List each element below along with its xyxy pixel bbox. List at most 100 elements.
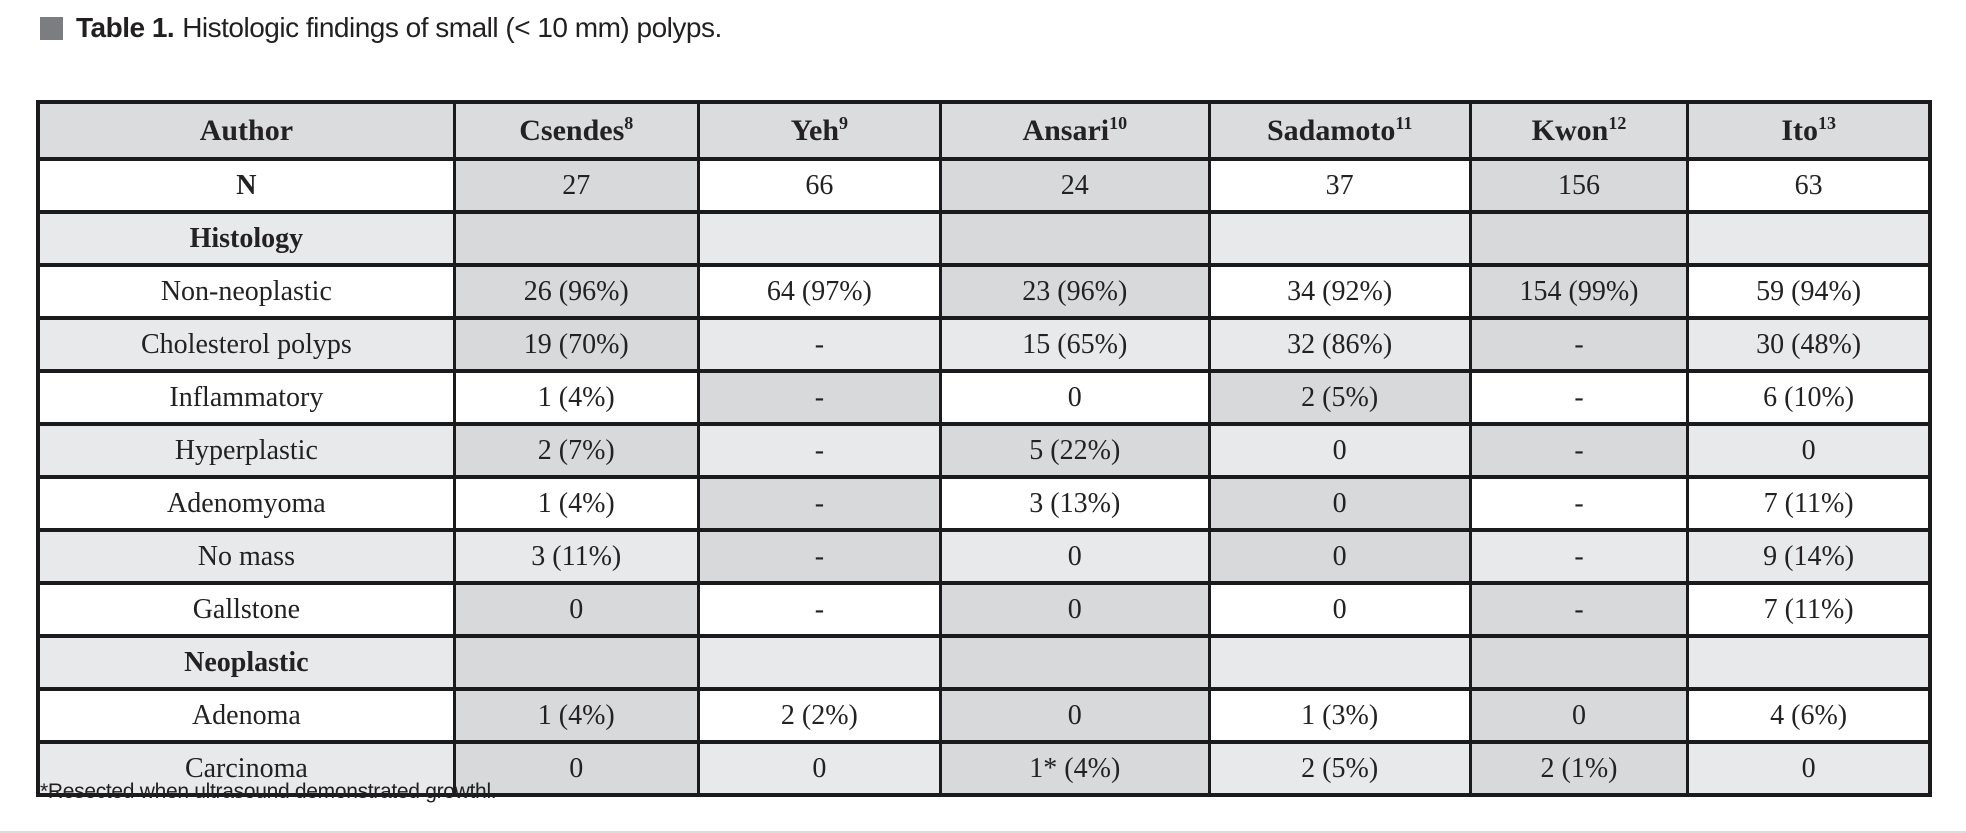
table-cell: 5 (22%) <box>938 422 1211 479</box>
table-cell <box>452 210 700 267</box>
table-cell: - <box>696 369 942 426</box>
table-cell: 4 (6%) <box>1686 687 1932 744</box>
table-cell: 1* (4%) <box>938 740 1211 797</box>
table-row: Hyperplastic 2 (7%) -5 (22%) 0-0 <box>36 422 1932 479</box>
row-label: Gallstone <box>36 581 456 638</box>
table-cell: 1 (3%) <box>1207 687 1472 744</box>
table-title-text: Histologic findings of small (< 10 mm) p… <box>182 12 722 43</box>
table-row: No mass 3 (11%) -0 0-9 (14%) <box>36 528 1932 585</box>
table-cell: 0 <box>938 581 1211 638</box>
table-cell: - <box>696 316 942 373</box>
reference-superscript: 8 <box>624 112 634 133</box>
footnote: *Resected when ultrasound demonstrated g… <box>40 780 497 803</box>
column-header-yeh: Yeh9 <box>696 100 942 161</box>
table-cell: 2 (5%) <box>1207 369 1472 426</box>
table-cell: - <box>696 475 942 532</box>
table-cell: 27 <box>452 157 700 214</box>
table-cell: 32 (86%) <box>1207 316 1472 373</box>
table-cell: 0 <box>1207 581 1472 638</box>
table-cell: 0 <box>696 740 942 797</box>
row-label: Adenomyoma <box>36 475 456 532</box>
table-row: Carcinoma 0 0 1* (4%) 2 (5%) 2 (1%) 0 <box>36 740 1932 797</box>
table-cell: 7 (11%) <box>1686 581 1932 638</box>
table-row: Neoplastic <box>36 634 1932 691</box>
reference-superscript: 9 <box>839 112 849 133</box>
table-cell: - <box>696 528 942 585</box>
table-cell: 0 <box>938 369 1211 426</box>
table-cell: 30 (48%) <box>1686 316 1932 373</box>
table-cell: 154 (99%) <box>1468 263 1690 320</box>
table-cell: - <box>1468 475 1690 532</box>
table-row: Adenomyoma 1 (4%) -3 (13%) 0-7 (11%) <box>36 475 1932 532</box>
table-cell <box>1207 634 1472 691</box>
table-cell <box>696 210 942 267</box>
table-cell: 2 (1%) <box>1468 740 1690 797</box>
table-cell: 0 <box>1207 528 1472 585</box>
table-row: Histology <box>36 210 1932 267</box>
table-cell <box>696 634 942 691</box>
table-cell: 0 <box>452 740 700 797</box>
table-cell: 59 (94%) <box>1686 263 1932 320</box>
column-header-csendes: Csendes8 <box>452 100 700 161</box>
reference-superscript: 13 <box>1817 112 1836 133</box>
table-cell: 0 <box>452 581 700 638</box>
reference-superscript: 12 <box>1608 112 1627 133</box>
table-row: Non-neoplastic 26 (96%) 64 (97%) 23 (96%) 34… <box>36 263 1932 320</box>
table-cell: 0 <box>938 528 1211 585</box>
row-label: Hyperplastic <box>36 422 456 479</box>
table-cell: - <box>1468 528 1690 585</box>
row-label: Adenoma <box>36 687 456 744</box>
table-cell: 0 <box>938 687 1211 744</box>
table-number: Table 1. <box>76 12 175 43</box>
table-cell: 0 <box>1468 687 1690 744</box>
column-header-author: Author <box>36 100 456 161</box>
row-label: No mass <box>36 528 456 585</box>
table-row: Adenoma 1 (4%) 2 (2%) 0 1 (3%) 0 4 (6%) <box>36 687 1932 744</box>
table-cell <box>1468 634 1690 691</box>
row-label: Neoplastic <box>36 634 456 691</box>
table-cell <box>938 634 1211 691</box>
row-label: Inflammatory <box>36 369 456 426</box>
table-cell: 9 (14%) <box>1686 528 1932 585</box>
table-cell: - <box>1468 422 1690 479</box>
row-label: N <box>36 157 456 214</box>
table-cell: 0 <box>1686 422 1932 479</box>
table-cell: 19 (70%) <box>452 316 700 373</box>
table-cell: - <box>1468 316 1690 373</box>
row-label: Non-neoplastic <box>36 263 456 320</box>
table-cell: 3 (13%) <box>938 475 1211 532</box>
section-marker-icon <box>40 16 63 40</box>
row-label: Histology <box>36 210 456 267</box>
table-cell: 7 (11%) <box>1686 475 1932 532</box>
histology-findings-table: Author Csendes8 Yeh9 Ansari10 Sadamoto11 Kwon… <box>36 100 1932 797</box>
table-cell: 1 (4%) <box>452 687 700 744</box>
table-header: Author Csendes8 Yeh9 Ansari10 Sadamoto11 Kwon… <box>36 100 1932 161</box>
table-cell: - <box>1468 369 1690 426</box>
table-cell <box>1686 634 1932 691</box>
table-cell: 2 (7%) <box>452 422 700 479</box>
table-cell: 66 <box>696 157 942 214</box>
table-cell: - <box>1468 581 1690 638</box>
table-cell <box>1207 210 1472 267</box>
table-cell: 0 <box>1207 422 1472 479</box>
table-title: Table 1. Histologic findings of small (< … <box>76 12 722 44</box>
table-cell: 63 <box>1686 157 1932 214</box>
table-cell: 156 <box>1468 157 1690 214</box>
table-cell: - <box>696 581 942 638</box>
column-header-ansari: Ansari10 <box>938 100 1211 161</box>
column-header-kwon: Kwon12 <box>1468 100 1690 161</box>
table-row: Gallstone 0-0 0-7 (11%) <box>36 581 1932 638</box>
table-cell: 34 (92%) <box>1207 263 1472 320</box>
table-cell: 3 (11%) <box>452 528 700 585</box>
table-cell: 26 (96%) <box>452 263 700 320</box>
table-row: Cholesterol polyps 19 (70%) -15 (65%) 32 (8… <box>36 316 1932 373</box>
table-cell: 64 (97%) <box>696 263 942 320</box>
table-cell <box>452 634 700 691</box>
column-header-ito: Ito13 <box>1686 100 1932 161</box>
table-cell: 1 (4%) <box>452 369 700 426</box>
row-label: Carcinoma <box>36 740 456 797</box>
table-cell: 23 (96%) <box>938 263 1211 320</box>
table-cell: 0 <box>1686 740 1932 797</box>
table-cell: 2 (5%) <box>1207 740 1472 797</box>
